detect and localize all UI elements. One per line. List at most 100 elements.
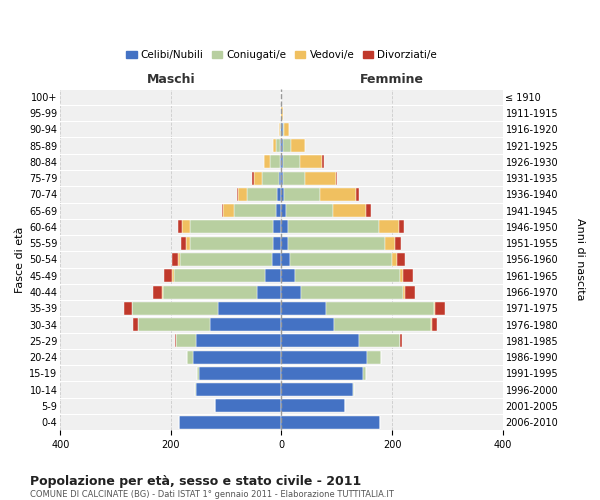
Bar <box>281 269 295 282</box>
Bar <box>301 286 403 298</box>
Bar <box>218 302 281 315</box>
Bar <box>237 188 238 201</box>
Bar <box>281 334 359 347</box>
Bar <box>281 286 301 298</box>
Bar <box>194 383 196 396</box>
Bar <box>290 253 392 266</box>
Bar <box>379 220 399 234</box>
Bar <box>196 383 281 396</box>
Bar <box>397 253 405 266</box>
Bar <box>215 400 281 412</box>
Bar <box>283 123 284 136</box>
Text: COMUNE DI CALCINATE (BG) - Dati ISTAT 1° gennaio 2011 - Elaborazione TUTTITALIA.: COMUNE DI CALCINATE (BG) - Dati ISTAT 1°… <box>30 490 394 499</box>
Bar <box>235 204 276 217</box>
Bar <box>399 220 404 234</box>
Bar <box>281 318 334 331</box>
Bar <box>326 302 434 315</box>
Bar <box>257 286 281 298</box>
Bar <box>291 139 305 152</box>
Bar <box>124 302 132 315</box>
Bar <box>431 318 432 331</box>
Bar <box>333 204 366 217</box>
Bar <box>353 383 355 396</box>
Bar <box>281 302 326 315</box>
Bar <box>434 302 445 315</box>
Bar <box>392 253 397 266</box>
Bar <box>222 204 223 217</box>
Bar <box>209 318 281 331</box>
Bar <box>284 123 289 136</box>
Bar <box>280 139 281 152</box>
Bar <box>197 367 199 380</box>
Bar <box>163 286 257 298</box>
Bar <box>187 350 193 364</box>
Bar <box>281 416 380 428</box>
Bar <box>305 172 335 184</box>
Bar <box>295 269 400 282</box>
Bar <box>172 253 178 266</box>
Bar <box>288 236 385 250</box>
Bar <box>395 236 401 250</box>
Bar <box>182 220 190 234</box>
Bar <box>252 172 254 184</box>
Bar <box>175 334 176 347</box>
Bar <box>190 220 273 234</box>
Bar <box>178 220 182 234</box>
Bar <box>276 139 280 152</box>
Bar <box>405 286 415 298</box>
Bar <box>247 188 277 201</box>
Bar <box>281 188 284 201</box>
Bar <box>173 269 265 282</box>
Bar <box>153 286 161 298</box>
Bar <box>334 318 431 331</box>
Bar <box>178 253 181 266</box>
Bar <box>254 172 262 184</box>
Bar <box>281 139 283 152</box>
Bar <box>281 253 290 266</box>
Bar <box>161 286 163 298</box>
Bar <box>277 188 281 201</box>
Bar <box>279 123 280 136</box>
Bar <box>281 236 288 250</box>
Legend: Celibi/Nubili, Coniugati/e, Vedovi/e, Divorziati/e: Celibi/Nubili, Coniugati/e, Vedovi/e, Di… <box>122 46 441 64</box>
Bar <box>223 204 235 217</box>
Bar <box>403 269 413 282</box>
Bar <box>432 318 437 331</box>
Bar <box>356 188 359 201</box>
Text: Maschi: Maschi <box>146 74 195 86</box>
Text: Femmine: Femmine <box>360 74 424 86</box>
Bar <box>179 416 281 428</box>
Bar <box>190 236 273 250</box>
Bar <box>270 156 280 168</box>
Bar <box>300 156 322 168</box>
Bar <box>132 302 218 315</box>
Bar <box>186 236 190 250</box>
Bar <box>138 318 209 331</box>
Bar <box>133 318 138 331</box>
Bar <box>281 156 283 168</box>
Bar <box>273 220 281 234</box>
Bar <box>284 188 320 201</box>
Bar <box>281 106 283 120</box>
Bar <box>367 350 381 364</box>
Bar <box>181 253 272 266</box>
Bar <box>265 269 281 282</box>
Bar <box>364 367 366 380</box>
Bar <box>366 204 371 217</box>
Bar <box>281 367 364 380</box>
Bar <box>288 220 379 234</box>
Bar <box>281 172 283 184</box>
Bar <box>281 220 288 234</box>
Bar <box>385 236 395 250</box>
Bar <box>322 156 323 168</box>
Bar <box>276 204 281 217</box>
Bar <box>181 236 186 250</box>
Text: Popolazione per età, sesso e stato civile - 2011: Popolazione per età, sesso e stato civil… <box>30 474 361 488</box>
Bar <box>403 286 405 298</box>
Bar <box>272 253 281 266</box>
Bar <box>176 334 196 347</box>
Bar <box>164 269 172 282</box>
Bar <box>273 236 281 250</box>
Bar <box>283 156 300 168</box>
Bar <box>238 188 247 201</box>
